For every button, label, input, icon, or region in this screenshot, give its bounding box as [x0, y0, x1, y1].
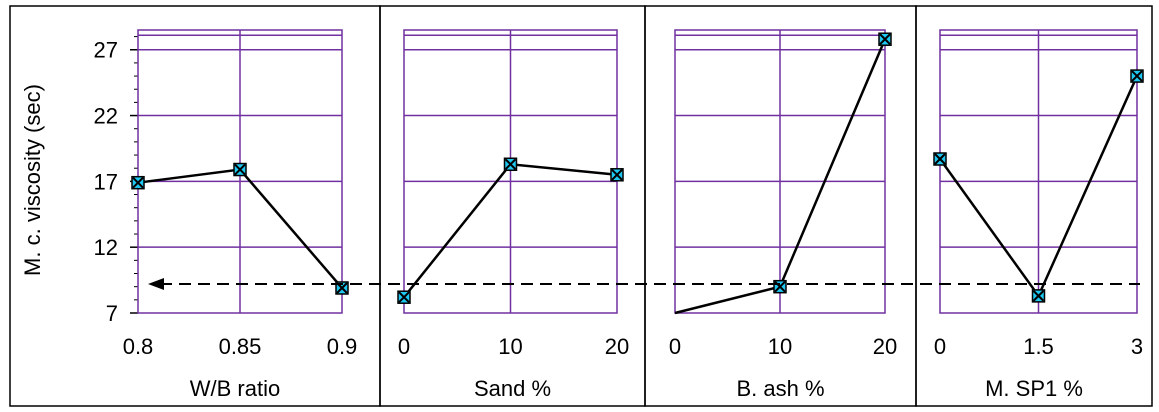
panel-frame: [915, 5, 1153, 407]
marker-cross: [336, 282, 348, 294]
marker-cross: [234, 163, 246, 176]
marker-cross: [774, 280, 786, 293]
x-tick-label: 0.9: [327, 334, 358, 359]
marker-cross: [879, 33, 891, 45]
panel-4: 0 1.5 3 M. SP1 %: [915, 5, 1153, 407]
data-point: [773, 279, 787, 294]
panel-1: 0.8 0.85 0.9 W/B ratio: [9, 5, 381, 407]
marker-cross: [611, 169, 623, 181]
marker-cross: [132, 176, 144, 189]
x-axis-label: Sand %: [474, 376, 551, 401]
marker-cross: [1131, 70, 1143, 82]
x-tick-label: 20: [873, 334, 897, 359]
x-tick-label: 0: [934, 334, 946, 359]
marker-cross: [1032, 290, 1045, 302]
data-point: [397, 290, 411, 304]
y-tick-label: 22: [94, 104, 118, 129]
x-tick-label: 10: [768, 334, 792, 359]
marker-cross: [504, 158, 517, 170]
x-tick-label: 20: [605, 334, 629, 359]
y-tick-label: 12: [94, 235, 118, 260]
marker-cross: [934, 153, 946, 165]
x-tick-label: 0: [398, 334, 410, 359]
panel-3: 0 10 20 B. ash %: [644, 5, 917, 407]
x-axis-label: B. ash %: [736, 376, 824, 401]
panel-2: 0 10 20 Sand %: [379, 5, 646, 407]
marker-cross: [398, 291, 410, 303]
data-point: [131, 175, 145, 190]
x-axis-label: W/B ratio: [190, 376, 280, 401]
data-point: [1130, 69, 1144, 83]
reference-arrow-icon: [148, 278, 164, 291]
data-point: [878, 32, 892, 46]
data-point: [503, 157, 518, 172]
x-tick-label: 0.8: [123, 334, 154, 359]
x-tick-label: 10: [498, 334, 522, 359]
x-tick-label: 3: [1131, 334, 1143, 359]
x-axis-label: M. SP1 %: [985, 376, 1083, 401]
panel-frame: [9, 5, 381, 407]
y-tick-label: 17: [94, 169, 118, 194]
x-tick-label: 1.5: [1023, 334, 1054, 359]
x-tick-label: 0: [669, 334, 681, 359]
x-tick-label: 0.85: [219, 334, 262, 359]
y-axis-label: M. c. viscosity (sec): [20, 84, 45, 276]
y-tick-label: 27: [94, 38, 118, 63]
y-tick-label: 7: [106, 301, 118, 326]
data-point: [610, 168, 624, 182]
data-point: [933, 152, 947, 166]
data-point: [1031, 289, 1046, 303]
data-point: [233, 162, 247, 177]
